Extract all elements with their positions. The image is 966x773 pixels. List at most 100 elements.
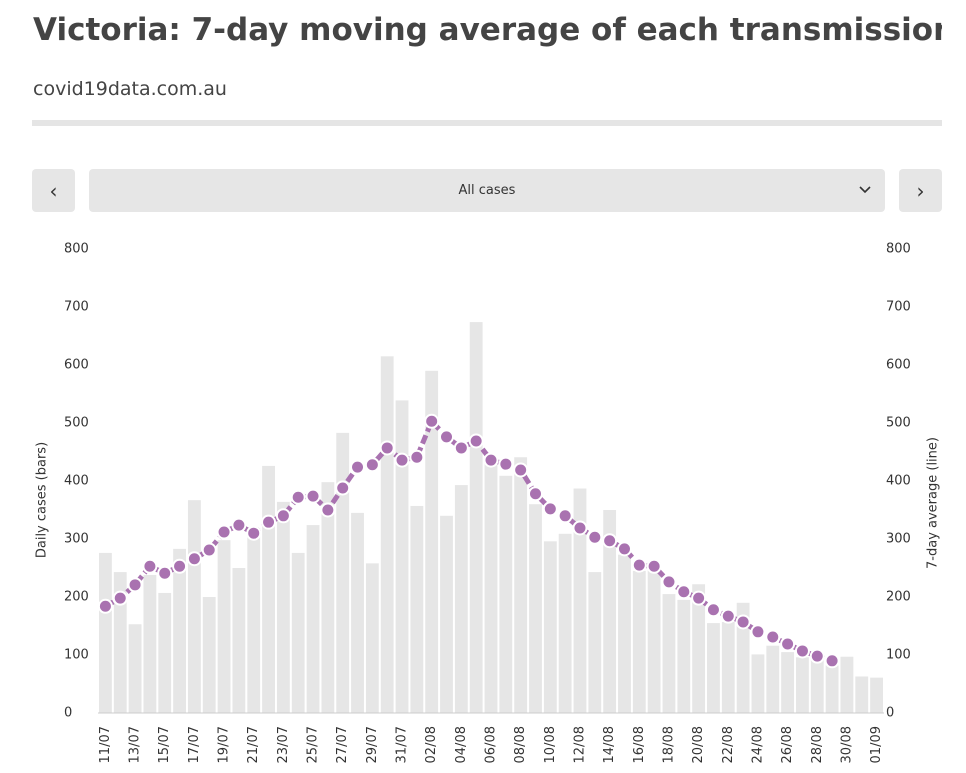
bar — [766, 645, 780, 713]
bar — [202, 597, 216, 713]
line-point — [112, 590, 128, 606]
bar — [380, 356, 394, 713]
x-tick-label: 01/09 — [869, 726, 884, 763]
bar — [321, 482, 335, 713]
y2-tick-label: 600 — [886, 358, 911, 373]
y-tick-label: 100 — [64, 648, 89, 663]
line-point — [246, 525, 262, 541]
line-point — [572, 520, 588, 536]
bar — [662, 594, 676, 713]
line-point — [587, 529, 603, 545]
line-point — [231, 517, 247, 533]
bar — [410, 505, 424, 713]
line-point — [794, 643, 810, 659]
line-point — [513, 462, 529, 478]
x-tick-label: 30/08 — [839, 726, 854, 763]
bar — [588, 572, 602, 713]
bar — [499, 475, 513, 713]
line-point — [157, 565, 173, 581]
x-tick-label: 26/08 — [780, 726, 795, 763]
line-point — [364, 457, 380, 473]
line-point — [424, 413, 440, 429]
line-point — [483, 452, 499, 468]
line-point — [542, 501, 558, 517]
y-tick-label: 300 — [64, 532, 89, 547]
dropdown-label[interactable]: All cases — [458, 183, 516, 198]
y2-tick-label: 200 — [886, 590, 911, 605]
y-axis-label: Daily cases (bars) — [35, 442, 50, 558]
bar — [751, 654, 765, 713]
line-point — [305, 488, 321, 504]
line-point — [320, 502, 336, 518]
y2-tick-label: 500 — [886, 416, 911, 431]
x-tick-label: 13/07 — [128, 726, 143, 763]
line-point — [127, 577, 143, 593]
bar — [692, 584, 706, 713]
bar — [677, 599, 691, 713]
x-tick-label: 12/08 — [572, 726, 587, 763]
line-point — [275, 508, 291, 524]
prev-button[interactable]: ‹ — [32, 169, 75, 212]
x-tick-label: 28/08 — [810, 726, 825, 763]
bar — [825, 665, 839, 713]
x-tick-label: 21/07 — [246, 726, 261, 763]
x-tick-label: 18/08 — [661, 726, 676, 763]
dropdown[interactable]: All cases — [89, 169, 885, 212]
bar — [306, 525, 320, 713]
bar — [855, 676, 869, 713]
x-tick-label: 25/07 — [306, 726, 321, 763]
line-point — [676, 584, 692, 600]
bar — [603, 510, 617, 713]
y2-tick-label: 300 — [886, 532, 911, 547]
bar — [262, 465, 275, 713]
y2-tick-label: 0 — [886, 706, 894, 721]
line-point — [201, 542, 217, 558]
line-point — [557, 508, 573, 524]
bar — [336, 432, 350, 713]
line-point — [350, 459, 366, 475]
bar — [870, 677, 883, 713]
x-tick-label: 19/07 — [217, 726, 232, 763]
bar — [781, 652, 795, 713]
line-point — [809, 648, 825, 664]
y-tick-label: 800 — [64, 242, 89, 257]
line-point — [186, 551, 202, 567]
bar — [395, 400, 409, 713]
line-point — [216, 524, 232, 540]
x-tick-label: 29/07 — [365, 726, 380, 763]
line-point — [409, 449, 425, 465]
line-point — [705, 602, 721, 618]
prev-label[interactable]: ‹ — [49, 178, 58, 203]
y2-tick-label: 700 — [886, 300, 911, 315]
bar — [721, 621, 735, 713]
y-tick-label: 0 — [64, 706, 72, 721]
line-point — [261, 514, 277, 530]
x-tick-label: 23/07 — [276, 726, 291, 763]
bar — [514, 457, 528, 713]
line-point — [750, 624, 766, 640]
bar — [543, 541, 557, 713]
line-point — [468, 433, 484, 449]
line-point — [824, 653, 840, 669]
bar — [365, 563, 379, 713]
bar — [99, 552, 112, 713]
y-tick-label: 500 — [64, 416, 89, 431]
next-label[interactable]: › — [916, 178, 925, 203]
line-point — [646, 558, 662, 574]
bar — [187, 500, 201, 713]
bar — [707, 623, 720, 713]
line-point — [172, 558, 188, 574]
line-point — [735, 614, 751, 630]
x-tick-label: 31/07 — [395, 726, 410, 763]
next-button[interactable]: › — [899, 169, 942, 212]
x-tick-label: 10/08 — [543, 726, 558, 763]
line-point — [394, 452, 410, 468]
bar — [351, 512, 364, 713]
line-point — [691, 590, 707, 606]
y-tick-label: 600 — [64, 358, 89, 373]
line-point — [439, 429, 455, 445]
y2-tick-label: 800 — [886, 242, 911, 257]
line-point — [290, 489, 306, 505]
